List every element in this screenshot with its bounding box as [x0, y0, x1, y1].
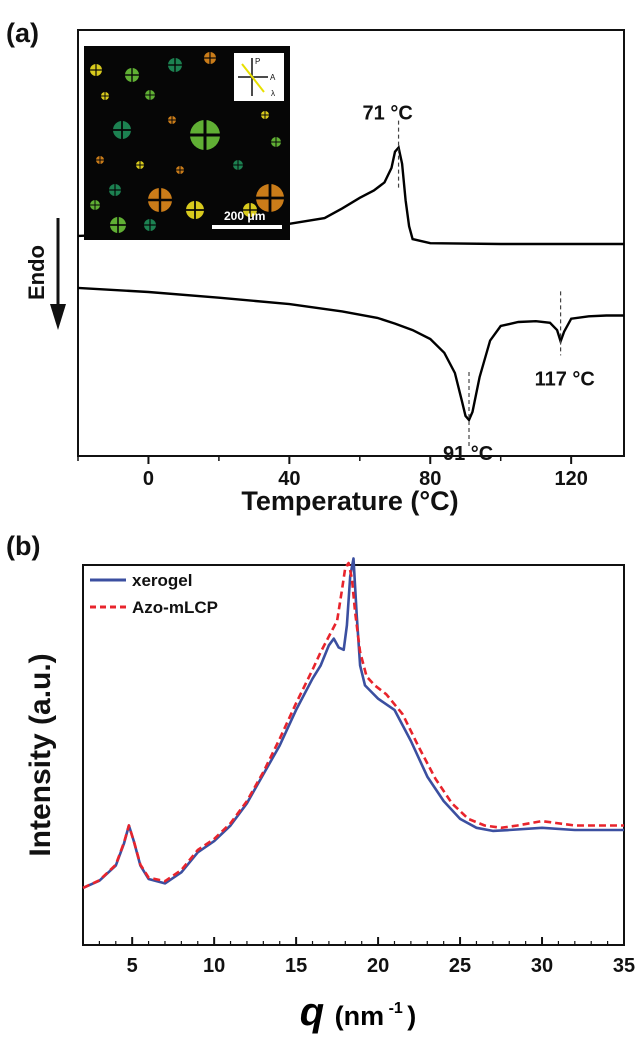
saxs-x-tick-label-0: 5 [127, 955, 138, 977]
dsc-x-tick-label-3: 120 [554, 468, 587, 490]
x-axis-close: ) [407, 1001, 416, 1031]
annotation-label-1: 91 °C [443, 443, 493, 465]
dsc-curves [77, 145, 624, 423]
legend-label-azo-mlcp: Azo-mLCP [132, 598, 218, 617]
scale-bar-label: 200 μm [224, 209, 265, 223]
saxs-chart: Intensity (a.u.) 5 10 15 20 25 30 35 xerogel A… [24, 557, 635, 1034]
saxs-x-tick-label-6: 35 [613, 955, 635, 977]
dsc-chart: Endo 71 °C 91 °C 117 °C 0 40 80 120 P A λ 200… [24, 29, 625, 516]
saxs-y-axis-title: Intensity (a.u.) [24, 653, 57, 856]
dsc-curve-heating [77, 145, 624, 246]
saxs-curves [82, 557, 624, 890]
endo-arrow-head [50, 304, 66, 330]
inset-micrograph: P A λ 200 μm [84, 46, 290, 240]
annotation-label-0: 71 °C [363, 103, 413, 125]
endo-label: Endo [24, 245, 49, 300]
saxs-curve-azo-mlcp [82, 561, 624, 890]
panel-a-label: (a) [6, 18, 39, 48]
saxs-x-axis-ticks: 5 10 15 20 25 30 35 [98, 937, 635, 977]
saxs-x-tick-label-1: 10 [203, 955, 225, 977]
legend-label-xerogel: xerogel [132, 571, 192, 590]
dsc-x-tick-label-1: 40 [278, 468, 300, 490]
polarizer-p-label: P [255, 57, 260, 66]
inset-crystal-spots [90, 52, 284, 233]
dsc-x-tick-label-0: 0 [143, 468, 154, 490]
saxs-plot-frame [82, 564, 625, 946]
polarizer-a-label: A [270, 73, 276, 82]
legend: xerogel Azo-mLCP [90, 571, 218, 617]
x-axis-symbol: q [300, 990, 324, 1034]
saxs-x-tick-label-5: 30 [531, 955, 553, 977]
x-axis-exponent: -1 [389, 1000, 403, 1017]
annotation-label-2: 117 °C [535, 368, 595, 390]
wave-plate-axis [241, 63, 265, 93]
x-axis-unit: (nm [335, 1001, 385, 1031]
dsc-x-axis-ticks: 0 40 80 120 [77, 456, 588, 490]
saxs-x-tick-label-4: 25 [449, 955, 471, 977]
dsc-annotations: 71 °C 91 °C 117 °C [363, 103, 595, 465]
saxs-x-axis-title: q (nm -1 ) [300, 990, 417, 1034]
dsc-x-axis-title: Temperature (°C) [241, 486, 458, 516]
saxs-x-tick-label-2: 15 [285, 955, 307, 977]
dsc-curve-cooling [77, 286, 624, 423]
dsc-x-tick-label-2: 80 [419, 468, 441, 490]
panel-b-label: (b) [6, 531, 40, 561]
saxs-x-tick-label-3: 20 [367, 955, 389, 977]
polarizer-lambda-label: λ [271, 89, 275, 98]
